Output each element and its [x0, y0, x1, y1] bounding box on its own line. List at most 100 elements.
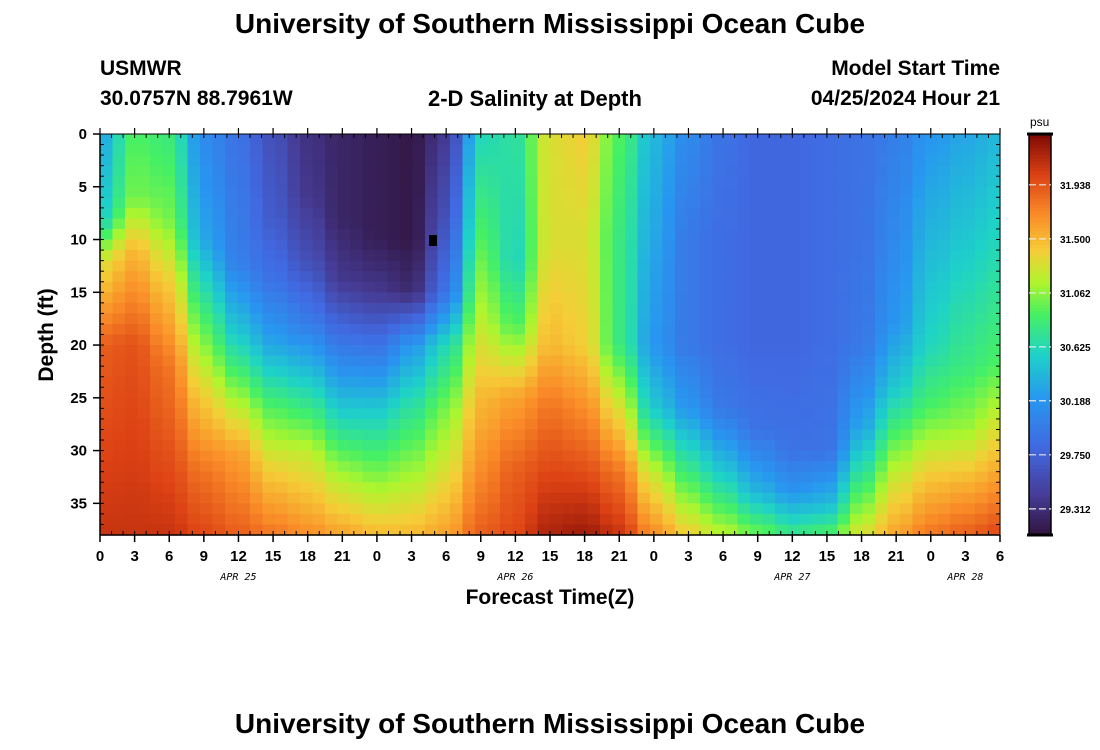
heatmap-cell	[462, 281, 476, 293]
heatmap-cell	[975, 408, 989, 420]
heatmap-cell	[937, 281, 951, 293]
heatmap-cell	[550, 524, 564, 536]
heatmap-cell	[600, 503, 614, 515]
heatmap-cell	[587, 440, 601, 452]
heatmap-cell	[837, 366, 851, 378]
heatmap-cell	[675, 345, 689, 357]
heatmap-cell	[562, 323, 576, 336]
heatmap-cell	[812, 155, 826, 167]
heatmap-cell	[312, 461, 326, 473]
heatmap-cell	[350, 408, 364, 420]
heatmap-cell	[637, 334, 651, 346]
heatmap-cell	[275, 418, 289, 431]
heatmap-cell	[387, 482, 401, 494]
heatmap-cell	[325, 376, 339, 388]
heatmap-cell	[250, 355, 264, 367]
heatmap-cell	[325, 387, 339, 399]
heatmap-cell	[537, 461, 551, 473]
heatmap-cell	[875, 345, 889, 357]
heatmap-cell	[962, 207, 976, 220]
heatmap-cell	[825, 176, 839, 188]
heatmap-cell	[100, 355, 114, 367]
heatmap-cell	[912, 408, 926, 420]
heatmap-cell	[850, 376, 864, 388]
heatmap-cell	[587, 302, 601, 314]
heatmap-cell	[137, 313, 151, 325]
heatmap-cell	[950, 197, 964, 209]
heatmap-cell	[862, 503, 876, 515]
heatmap-cell	[137, 323, 151, 336]
heatmap-cell	[450, 429, 464, 441]
heatmap-cell	[550, 397, 564, 409]
y-tick-label: 25	[70, 390, 87, 407]
heatmap-cell	[975, 461, 989, 473]
heatmap-cell	[200, 461, 214, 473]
heatmap-cell	[250, 471, 264, 483]
heatmap-cell	[725, 461, 739, 473]
heatmap-cell	[300, 302, 314, 314]
heatmap-cell	[875, 408, 889, 420]
heatmap-cell	[662, 513, 676, 526]
heatmap-cell	[325, 429, 339, 441]
heatmap-cell	[625, 165, 639, 177]
heatmap-cell	[950, 250, 964, 262]
heatmap-cell	[237, 397, 251, 409]
heatmap-cell	[675, 292, 689, 304]
heatmap-cell	[712, 492, 726, 504]
heatmap-cell	[375, 197, 389, 209]
heatmap-cell	[462, 355, 476, 367]
heatmap-cell	[900, 176, 914, 188]
heatmap-cell	[637, 345, 651, 357]
heatmap-cell	[150, 281, 164, 293]
heatmap-cell	[725, 355, 739, 367]
heatmap-cell	[850, 482, 864, 494]
heatmap-cell	[925, 250, 939, 262]
heatmap-cell	[912, 144, 926, 156]
heatmap-cell	[200, 482, 214, 494]
heatmap-cell	[537, 176, 551, 188]
heatmap-cell	[237, 334, 251, 346]
heatmap-cell	[387, 155, 401, 167]
heatmap-cell	[437, 450, 451, 462]
heatmap-cell	[425, 355, 439, 367]
heatmap-cell	[787, 503, 801, 515]
heatmap-cell	[687, 207, 701, 220]
heatmap-cell	[925, 313, 939, 325]
heatmap-cell	[100, 207, 114, 220]
heatmap-cell	[287, 334, 301, 346]
heatmap-cell	[162, 186, 176, 198]
heatmap-cell	[800, 366, 814, 378]
heatmap-cell	[137, 355, 151, 367]
heatmap-cell	[425, 218, 439, 230]
heatmap-cell	[900, 471, 914, 483]
heatmap-cell	[900, 144, 914, 156]
heatmap-cell	[912, 313, 926, 325]
heatmap-cell	[525, 165, 539, 177]
heatmap-cell	[450, 513, 464, 526]
heatmap-cell	[525, 218, 539, 230]
heatmap-cell	[187, 355, 201, 367]
heatmap-cell	[762, 366, 776, 378]
heatmap-cell	[162, 397, 176, 409]
heatmap-cell	[512, 366, 526, 378]
heatmap-cell	[662, 524, 676, 536]
heatmap-cell	[125, 207, 139, 220]
heatmap-cell	[850, 155, 864, 167]
heatmap-cell	[262, 260, 276, 272]
heatmap-cell	[887, 228, 901, 241]
heatmap-cell	[475, 366, 489, 378]
heatmap-cell	[750, 471, 764, 483]
heatmap-cell	[837, 503, 851, 515]
heatmap-cell	[925, 334, 939, 346]
heatmap-cell	[575, 387, 589, 399]
heatmap-cell	[550, 165, 564, 177]
heatmap-cell	[662, 429, 676, 441]
heatmap-cell	[487, 471, 501, 483]
heatmap-cell	[512, 144, 526, 156]
heatmap-cell	[287, 292, 301, 304]
heatmap-cell	[900, 313, 914, 325]
heatmap-cell	[225, 323, 239, 336]
heatmap-cell	[250, 440, 264, 452]
heatmap-cell	[400, 334, 414, 346]
heatmap-cell	[500, 186, 514, 198]
